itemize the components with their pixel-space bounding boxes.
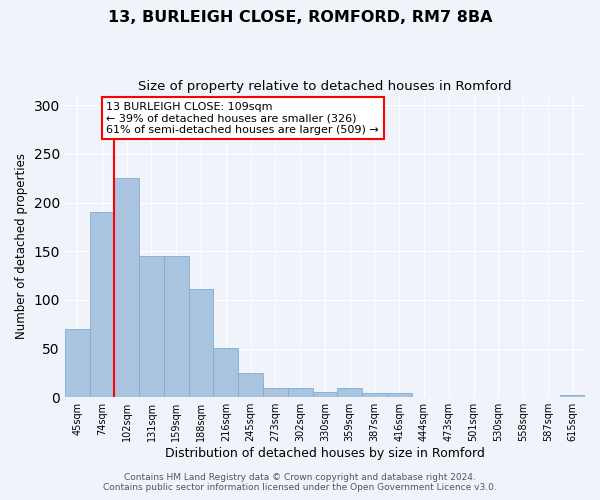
Text: Contains HM Land Registry data © Crown copyright and database right 2024.
Contai: Contains HM Land Registry data © Crown c… — [103, 473, 497, 492]
Bar — [387, 394, 412, 397]
Bar — [115, 178, 139, 397]
Bar — [89, 212, 115, 397]
Bar — [188, 289, 214, 397]
Bar — [263, 388, 288, 397]
Bar — [560, 396, 585, 397]
Bar — [362, 394, 387, 397]
Bar — [313, 392, 337, 397]
Text: 13 BURLEIGH CLOSE: 109sqm
← 39% of detached houses are smaller (326)
61% of semi: 13 BURLEIGH CLOSE: 109sqm ← 39% of detac… — [106, 102, 379, 135]
Y-axis label: Number of detached properties: Number of detached properties — [15, 154, 28, 340]
Bar — [337, 388, 362, 397]
Bar — [238, 373, 263, 397]
X-axis label: Distribution of detached houses by size in Romford: Distribution of detached houses by size … — [165, 447, 485, 460]
Bar — [214, 348, 238, 397]
Text: 13, BURLEIGH CLOSE, ROMFORD, RM7 8BA: 13, BURLEIGH CLOSE, ROMFORD, RM7 8BA — [108, 10, 492, 25]
Bar — [288, 388, 313, 397]
Title: Size of property relative to detached houses in Romford: Size of property relative to detached ho… — [138, 80, 512, 93]
Bar — [139, 256, 164, 397]
Bar — [65, 329, 89, 397]
Bar — [164, 256, 188, 397]
